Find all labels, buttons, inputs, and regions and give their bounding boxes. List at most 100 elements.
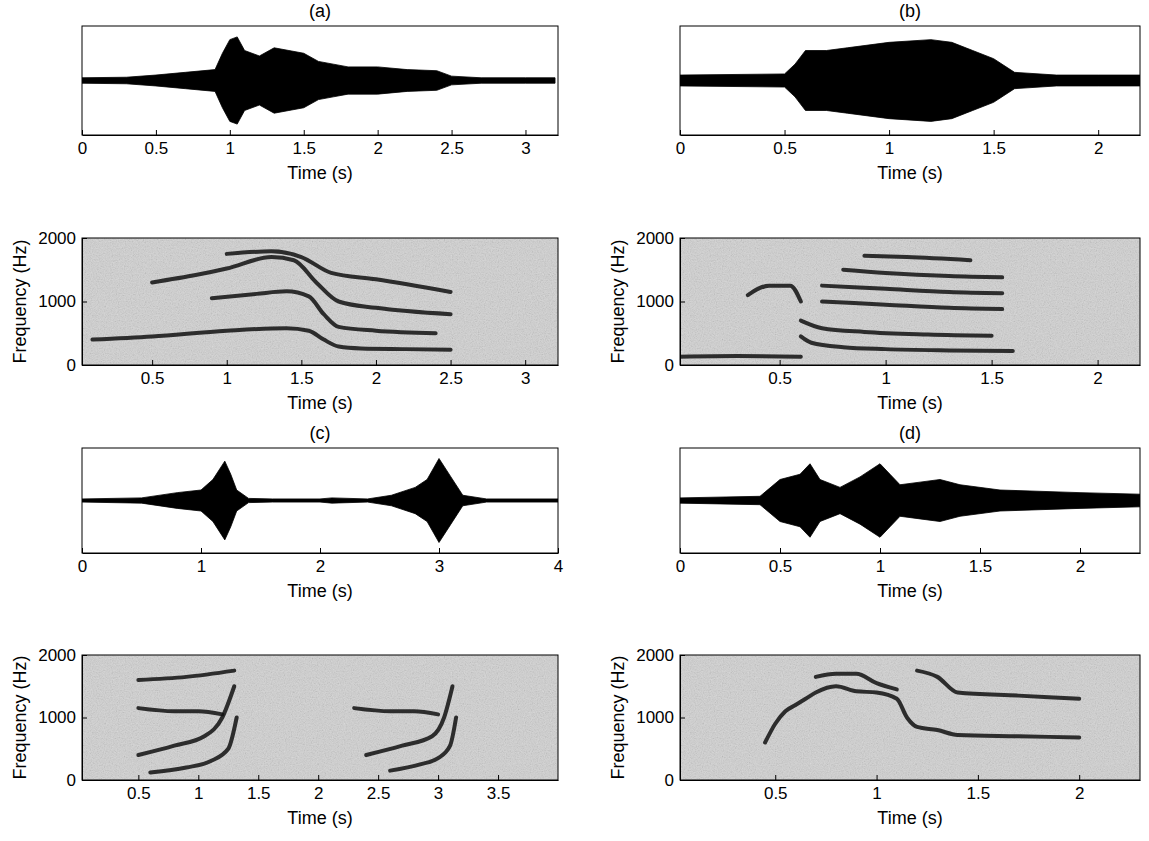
plot-frame — [680, 26, 1140, 135]
panel: 0.511.522.533.5010002000 — [38, 646, 558, 803]
tick-mark — [880, 548, 881, 553]
x-axis: 00.511.52 — [676, 130, 1141, 158]
tick-label: 1000 — [636, 708, 674, 727]
harmonic-contour — [138, 686, 234, 755]
tick: 2 — [1093, 360, 1102, 388]
tick: 0.5 — [769, 548, 793, 576]
x-axis-title: Time (s) — [287, 581, 352, 601]
tick: 2.5 — [439, 360, 463, 388]
tick-label: 1.5 — [980, 369, 1004, 388]
tick-mark — [558, 548, 559, 553]
tick-label: 2000 — [38, 229, 76, 248]
axis-line — [681, 780, 1141, 781]
tick-mark — [525, 360, 526, 365]
tick: 1 — [876, 548, 885, 576]
tick: 2 — [1075, 775, 1084, 803]
tick-mark — [886, 360, 887, 365]
tick-label: 0.5 — [769, 557, 793, 576]
tick-mark — [82, 718, 87, 719]
tick: 2 — [1076, 548, 1085, 576]
plot-frame — [82, 238, 558, 365]
tick: 0 — [676, 130, 685, 158]
tick-mark — [152, 360, 153, 365]
tick-label: 2 — [1093, 369, 1102, 388]
tick-mark — [680, 655, 685, 656]
tick-mark — [877, 775, 878, 780]
tick: 2 — [316, 548, 325, 576]
plot-texture — [680, 238, 1140, 365]
tick: 3.5 — [487, 775, 511, 803]
tick-mark — [82, 780, 87, 781]
tick: 1.5 — [967, 775, 991, 803]
tick-mark — [680, 238, 685, 239]
tick-mark — [785, 130, 786, 135]
tick-mark — [82, 655, 87, 656]
tick: 1000 — [38, 708, 87, 727]
tick-mark — [82, 130, 83, 135]
tick-label: 0 — [676, 557, 685, 576]
plot-background — [680, 448, 1140, 553]
tick-label: 1 — [885, 139, 894, 158]
tick-label: 1000 — [636, 292, 674, 311]
harmonic-contour — [390, 718, 456, 771]
axis-line — [681, 553, 1141, 554]
tick-mark — [138, 775, 139, 780]
tick-label: 0 — [665, 356, 674, 375]
tick: 0.5 — [768, 360, 792, 388]
tick-mark — [1098, 360, 1099, 365]
tick: 2000 — [636, 646, 685, 665]
tick-label: 2 — [372, 369, 381, 388]
y-axis: 010002000 — [636, 229, 685, 375]
axis-line — [681, 135, 1141, 136]
tick: 0 — [67, 356, 87, 375]
tick: 0 — [78, 130, 87, 158]
harmonic-contour — [822, 302, 1002, 310]
waveform-envelope — [82, 37, 555, 124]
tick-mark — [82, 302, 87, 303]
x-axis: 0.5 1 1.5 2 — [681, 360, 1141, 388]
harmonic-contour — [801, 336, 1013, 351]
tick: 1 — [881, 360, 890, 388]
tick-mark — [994, 130, 995, 135]
tick-label: 3 — [521, 139, 530, 158]
tick-label: 2 — [1094, 139, 1103, 158]
tick-label: 2 — [1075, 784, 1084, 803]
tick-label: 1000 — [38, 708, 76, 727]
tick: 0 — [67, 771, 87, 790]
tick-mark — [992, 360, 993, 365]
marks — [82, 459, 558, 543]
tick-label: 1 — [223, 369, 232, 388]
tick-label: 1000 — [38, 292, 76, 311]
plot-background — [82, 238, 558, 365]
tick-mark — [980, 548, 981, 553]
harmonic-contour — [816, 674, 897, 690]
tick: 1 — [226, 130, 235, 158]
tick-mark — [439, 548, 440, 553]
plot-background — [82, 26, 558, 135]
tick: 0.5 — [764, 775, 788, 803]
tick-label: 2 — [1076, 557, 1085, 576]
y-axis: 010002000 — [38, 646, 87, 790]
tick-mark — [451, 360, 452, 365]
tick: 1.5 — [247, 775, 271, 803]
plot-frame — [82, 655, 558, 780]
tick-mark — [230, 130, 231, 135]
tick-label: 1.5 — [247, 784, 271, 803]
tick-label: 2 — [373, 139, 382, 158]
tick: 0.5 — [773, 130, 797, 158]
tick-label: 0.5 — [141, 369, 165, 388]
tick-mark — [775, 775, 776, 780]
tick: 2000 — [38, 229, 87, 248]
tick-label: 0.5 — [145, 139, 169, 158]
tick-mark — [680, 780, 685, 781]
tick-mark — [680, 548, 681, 553]
tick: 2 — [372, 360, 381, 388]
tick: 0 — [665, 356, 685, 375]
tick-label: 1 — [197, 557, 206, 576]
tick: 1000 — [636, 292, 685, 311]
tick: 2 — [1094, 130, 1103, 158]
harmonic-contour — [917, 671, 1079, 699]
axis-line — [83, 780, 559, 781]
tick-mark — [378, 775, 379, 780]
x-axis: 01234 — [78, 548, 563, 576]
